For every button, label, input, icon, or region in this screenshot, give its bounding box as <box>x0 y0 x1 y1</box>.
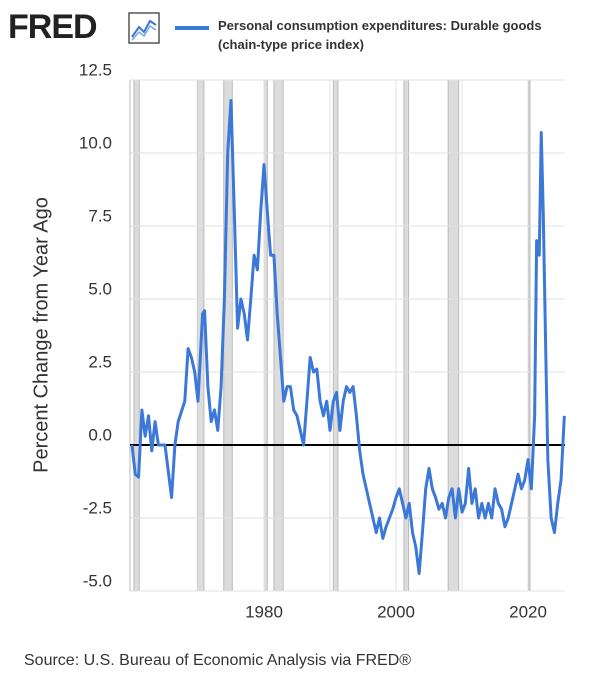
y-tick-label: 0.0 <box>88 425 112 444</box>
x-tick-label: 2020 <box>509 602 547 621</box>
y-tick-label: 10.0 <box>79 133 112 152</box>
chart: Percent Change from Year Ago 12.5 10.0 7.5… <box>30 60 566 621</box>
y-tick-label: 12.5 <box>79 60 112 79</box>
y-tick-label: -5.0 <box>83 571 112 590</box>
recession-band <box>332 79 339 592</box>
y-tick-label: -2.5 <box>83 498 112 517</box>
logo-icon <box>128 12 160 44</box>
legend-label: Personal consumption expenditures: Durab… <box>218 18 542 52</box>
logo: FRED <box>8 8 98 46</box>
source: Source: U.S. Bureau of Economic Analysis… <box>24 652 412 669</box>
x-tick-label: 1980 <box>245 602 283 621</box>
series-line <box>130 98 566 575</box>
y-tick-label: 5.0 <box>88 279 112 298</box>
y-tick-label: 7.5 <box>88 206 112 225</box>
x-tick-label: 2000 <box>377 602 415 621</box>
y-axis-title: Percent Change from Year Ago <box>30 197 52 473</box>
recession-band <box>528 79 531 592</box>
recession-band <box>133 79 140 592</box>
y-tick-label: 2.5 <box>88 352 112 371</box>
legend-swatch <box>175 26 209 30</box>
